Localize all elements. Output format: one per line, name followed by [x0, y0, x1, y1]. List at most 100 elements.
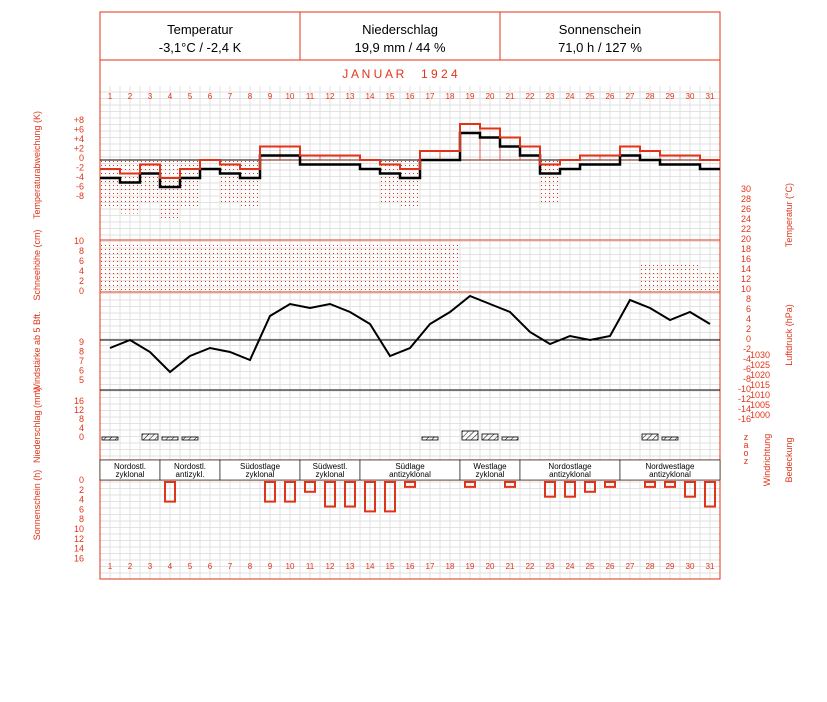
- snow-bar: [320, 245, 340, 290]
- sunshine-bar: [644, 481, 656, 488]
- day-label: 23: [546, 562, 555, 571]
- weather-type-label: Nordostl.: [114, 462, 146, 471]
- tick-anomaly: -2: [76, 163, 84, 173]
- tick-temperature: -16: [738, 414, 751, 424]
- tick-precip: 16: [74, 396, 84, 406]
- sunshine-bar: [604, 481, 616, 488]
- precip-title: Niederschlag: [362, 22, 438, 37]
- snow-bar: [680, 265, 700, 290]
- axis-label-precip: Niederschlag (mm): [32, 387, 42, 463]
- tick-pressure: 1015: [750, 380, 770, 390]
- day-label: 22: [526, 92, 535, 101]
- sunshine-bar: [704, 481, 716, 508]
- day-label: 7: [228, 562, 233, 571]
- tick-snow: 2: [79, 276, 84, 286]
- tick-snow: 6: [79, 256, 84, 266]
- day-label: 11: [306, 92, 315, 101]
- axis-label-sunshine: Sonnenschein (h): [32, 470, 42, 541]
- day-label: 17: [426, 92, 435, 101]
- axis-label-temperature: Temperatur (°C): [784, 183, 794, 247]
- tick-temperature: 2: [746, 324, 751, 334]
- tick-anomaly: -4: [76, 172, 84, 182]
- day-label: 1: [108, 92, 113, 101]
- tick-temperature: 22: [741, 224, 751, 234]
- precip-bar: [141, 433, 159, 441]
- precip-bar: [501, 436, 519, 441]
- day-labels-bottom: 1 2 3 4 5 6 7 8 9 10 11 12 13 14 15 16 17 18 19 20 21 22 23 24 2…: [108, 562, 715, 571]
- axis-label-cloud: Bedeckung: [784, 437, 794, 482]
- tick-precip: 0: [79, 432, 84, 442]
- weather-type-sublabel: antizykl.: [176, 470, 205, 479]
- day-label: 10: [286, 92, 295, 101]
- day-label: 21: [506, 92, 515, 101]
- day-label: 6: [208, 92, 213, 101]
- day-label: 12: [326, 92, 335, 101]
- snow-bar: [640, 265, 660, 290]
- tick-pressure: 1000: [750, 410, 770, 420]
- tick-anomaly: +8: [74, 115, 84, 125]
- tick-snow: 4: [79, 266, 84, 276]
- axis-label-wind-dir: Windrichtung: [762, 434, 772, 487]
- day-label: 25: [586, 92, 595, 101]
- tick-wind: 7: [79, 356, 84, 366]
- precip-bar: [481, 433, 499, 441]
- snow-bar: [120, 245, 140, 290]
- day-label: 9: [268, 92, 273, 101]
- sunshine-bar: [584, 481, 596, 493]
- tick-temperature: 0: [746, 334, 751, 344]
- anomaly-step: [100, 123, 720, 179]
- tick-temperature: 16: [741, 254, 751, 264]
- sunshine-bar: [304, 481, 316, 493]
- sunshine-bar: [344, 481, 356, 508]
- tick-winddir: z: [744, 456, 749, 466]
- sunshine-bar: [364, 481, 376, 513]
- tick-temperature: -14: [738, 404, 751, 414]
- day-label: 6: [208, 562, 213, 571]
- weather-type-label: Nordostlage: [548, 462, 592, 471]
- tick-snow: 8: [79, 246, 84, 256]
- snow-bar: [280, 245, 300, 290]
- day-label: 14: [366, 92, 375, 101]
- snow-bar: [140, 245, 160, 290]
- day-label: 29: [666, 562, 675, 571]
- sunshine-bar: [384, 481, 396, 513]
- axis-label-snow: Schneehöhe (cm): [32, 229, 42, 300]
- precip-bar: [461, 430, 479, 441]
- precip-bar: [421, 436, 439, 441]
- sunshine-bar: [684, 481, 696, 498]
- day-label: 18: [446, 562, 455, 571]
- frost-dots: [240, 160, 260, 209]
- sunshine-bar: [404, 481, 416, 488]
- tick-temperature: -12: [738, 394, 751, 404]
- frost-dots: [180, 160, 200, 209]
- tick-sunshine: 2: [79, 485, 84, 495]
- sun-value: 71,0 h / 127 %: [558, 40, 642, 55]
- day-label: 19: [466, 562, 475, 571]
- tick-temperature: 10: [741, 284, 751, 294]
- tick-anomaly: -8: [76, 191, 84, 201]
- tick-anomaly: +6: [74, 125, 84, 135]
- snow-bar: [200, 245, 220, 290]
- pressure-line: [109, 294, 711, 374]
- axis-label-wind: Windstärke ab 5 Bft.: [32, 311, 42, 392]
- tick-pressure: 1020: [750, 370, 770, 380]
- snow-bar: [400, 245, 420, 290]
- frost-dots: [220, 160, 240, 205]
- tick-temperature: 4: [746, 314, 751, 324]
- sunshine-bar: [464, 481, 476, 488]
- day-label: 15: [386, 562, 395, 571]
- tick-temperature: 28: [741, 194, 751, 204]
- sunshine-bar: [264, 481, 276, 503]
- weather-type-label: Nordostl.: [174, 462, 206, 471]
- day-labels-top: 1 2 3 4 5 6 7 8 9 10 11 12 13 14 15 16 17 18 19 20 21 22 23 24 2…: [108, 92, 715, 101]
- tick-pressure: 1030: [750, 350, 770, 360]
- day-label: 15: [386, 92, 395, 101]
- day-label: 14: [366, 562, 375, 571]
- tick-pressure: 1005: [750, 400, 770, 410]
- tick-temperature: -4: [743, 354, 751, 364]
- tick-temperature: -8: [743, 374, 751, 384]
- snow-bar: [300, 245, 320, 290]
- tick-anomaly: +2: [74, 144, 84, 154]
- tick-temperature: 18: [741, 244, 751, 254]
- chart-marks: [100, 123, 720, 513]
